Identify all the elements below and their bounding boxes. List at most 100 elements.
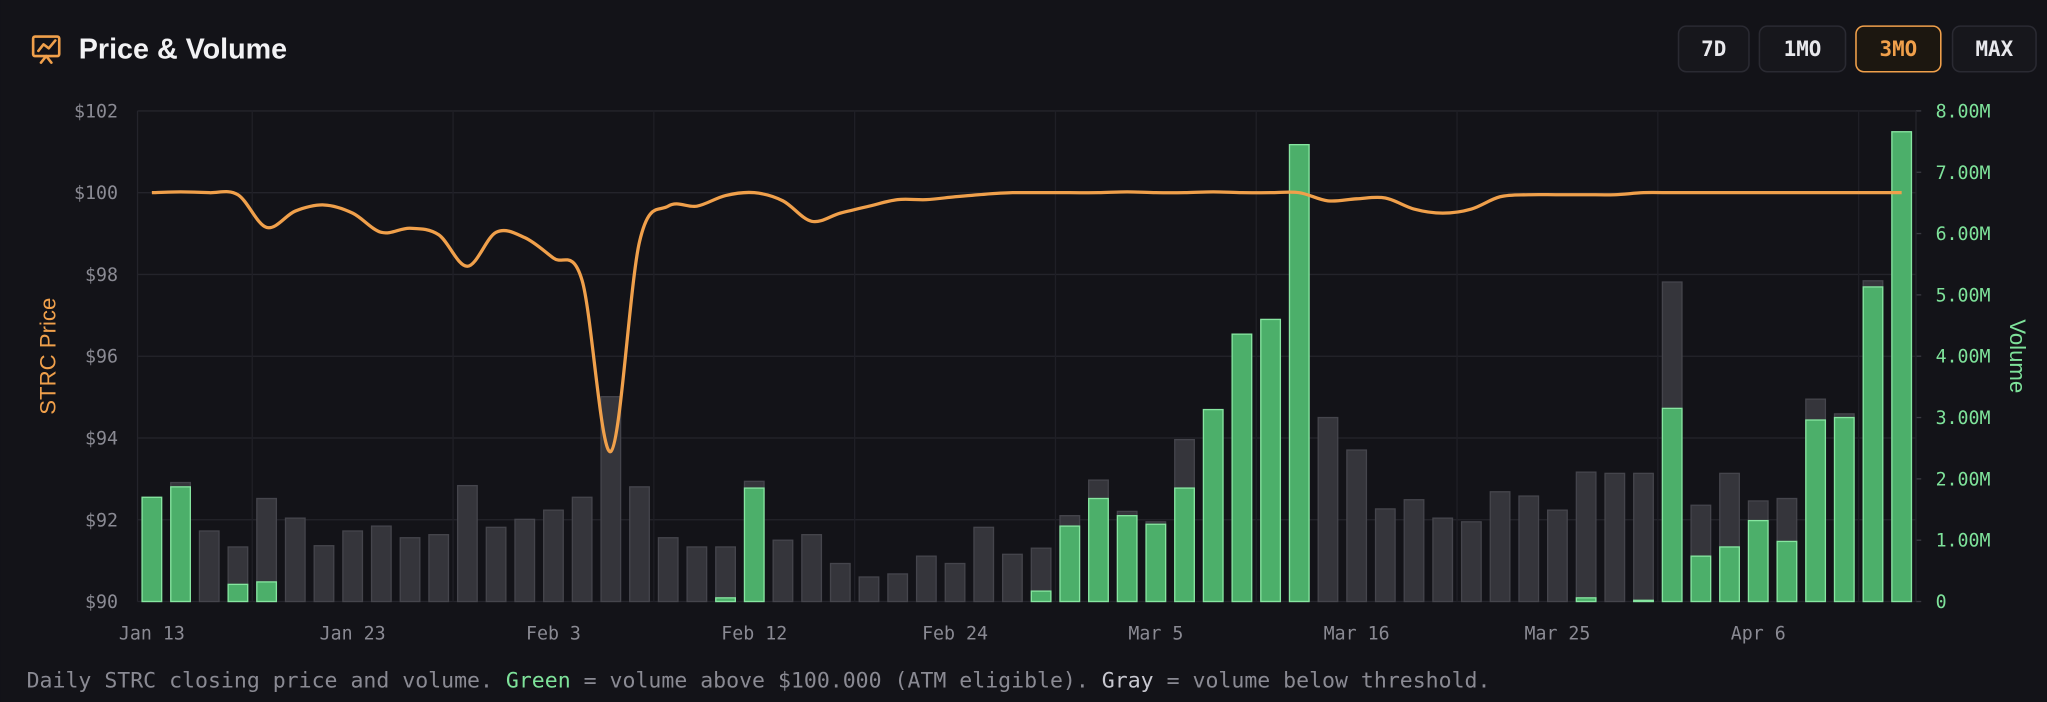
price-line	[151, 190, 1902, 454]
volume-bar	[1633, 599, 1654, 603]
footnote-gray: Gray	[1102, 669, 1154, 694]
x-tick-label: Mar 25	[1524, 623, 1590, 644]
footnote-text: = volume above $100.000 (ATM eligible).	[584, 669, 1089, 694]
volume-bar	[456, 484, 478, 603]
volume-bar	[715, 597, 737, 603]
volume-bar	[1288, 143, 1310, 603]
y2-tick-label: 6.00M	[1936, 224, 1991, 245]
volume-bar	[485, 526, 507, 603]
y-tick-label: $96	[85, 347, 118, 368]
volume-bar	[284, 517, 306, 603]
volume-bar	[715, 546, 737, 603]
range-button[interactable]: 1MO	[1758, 25, 1847, 73]
y2-tick-label: 0	[1936, 592, 1947, 613]
y2-tick-label: 2.00M	[1936, 469, 1991, 490]
footnote-text: Daily STRC closing price and volume.	[27, 669, 493, 694]
volume-bar	[342, 530, 364, 603]
volume-bar	[1633, 472, 1654, 603]
x-tick-label: Mar 16	[1324, 623, 1390, 644]
volume-bar	[1174, 487, 1195, 603]
y-tick-label: $98	[85, 265, 118, 286]
volume-bar	[1432, 517, 1454, 603]
volume-bar	[801, 534, 823, 603]
y2-tick-label: 5.00M	[1936, 285, 1991, 306]
button-bg	[1758, 25, 1847, 73]
volume-bar	[571, 496, 593, 603]
x-tick-label: Feb 24	[922, 623, 988, 644]
y2-tick-label: 8.00M	[1936, 101, 1991, 122]
volume-bar	[370, 525, 392, 603]
button-label: 1MO	[1784, 37, 1822, 61]
volume-bar	[1719, 546, 1740, 603]
volume-bar	[1059, 525, 1081, 603]
button-bg	[1855, 25, 1942, 73]
button-label: 3MO	[1880, 37, 1918, 61]
volume-bar	[1891, 131, 1913, 603]
volume-bar	[1403, 499, 1425, 603]
volume-bar	[944, 562, 966, 603]
volume-bar	[1260, 318, 1282, 603]
plot-area: $90 $92 $94 $96 $98 $100 $102 0 1.00M 2.00M 3.00M 4…	[74, 101, 1991, 644]
volume-bar	[1145, 523, 1167, 603]
volume-bar	[1747, 519, 1769, 603]
volume-bar	[1030, 590, 1052, 603]
volume-bar	[1862, 286, 1884, 603]
button-bg	[1951, 25, 2037, 73]
y-axis-title: STRC Price	[35, 298, 60, 415]
range-button[interactable]: 7D	[1677, 25, 1750, 73]
volume-bar	[1374, 508, 1396, 603]
volume-bar	[313, 545, 335, 603]
y2-tick-label: 7.00M	[1936, 163, 1991, 184]
volume-bar	[1088, 497, 1109, 603]
y2-tick-label: 1.00M	[1936, 531, 1991, 552]
volume-bar	[887, 573, 909, 603]
button-label: 7D	[1701, 37, 1726, 61]
volume-bar	[1575, 471, 1597, 603]
range-button[interactable]: MAX	[1951, 25, 2037, 73]
volume-bar	[399, 537, 421, 603]
volume-bar	[1346, 449, 1368, 603]
volume-bar	[1202, 408, 1224, 603]
volume-bar	[686, 546, 708, 603]
volume-bar	[629, 486, 650, 603]
x-tick-label: Jan 13	[119, 623, 185, 644]
button-label: MAX	[1975, 37, 2013, 61]
volume-bar	[1518, 495, 1540, 603]
y-tick-label: $102	[74, 101, 118, 122]
chart-title: Price & Volume	[79, 34, 287, 66]
volume-bar	[543, 509, 564, 603]
volume-bar	[1604, 472, 1626, 603]
y2-tick-label: 4.00M	[1936, 347, 1991, 368]
volume-bar	[514, 518, 536, 603]
volume-bar	[829, 562, 851, 603]
x-tick-label: Feb 12	[721, 623, 787, 644]
volume-bar	[428, 534, 450, 603]
volume-bar	[1776, 540, 1798, 603]
volume-bar	[1833, 416, 1855, 603]
y-tick-label: $90	[85, 592, 118, 613]
volume-bar	[1317, 416, 1339, 603]
volume-bar	[1661, 407, 1683, 603]
chart-icon	[31, 35, 61, 64]
button-bg	[1677, 25, 1750, 73]
volume-bar	[170, 486, 191, 603]
volume-bar	[1116, 515, 1138, 603]
x-tick-label: Feb 3	[526, 623, 581, 644]
volume-bar	[198, 530, 220, 603]
y-tick-label: $94	[85, 429, 118, 450]
x-tick-label: Jan 23	[320, 623, 386, 644]
footnote: Daily STRC closing price and volume. Gre…	[27, 669, 1491, 694]
y-tick-label: $92	[85, 510, 118, 531]
y-tick-label: $100	[74, 183, 118, 204]
volume-bar	[1547, 509, 1568, 603]
volume-bar	[227, 583, 249, 603]
volume-bar	[657, 537, 679, 603]
y2-tick-label: 3.00M	[1936, 408, 1991, 429]
volume-bar	[1489, 491, 1511, 603]
volume-bar	[141, 496, 163, 603]
volume-bar	[772, 539, 794, 603]
volume-bar	[1001, 553, 1023, 603]
range-button[interactable]: 3MO	[1855, 25, 1942, 73]
y2-axis-title: Volume	[2005, 319, 2030, 393]
